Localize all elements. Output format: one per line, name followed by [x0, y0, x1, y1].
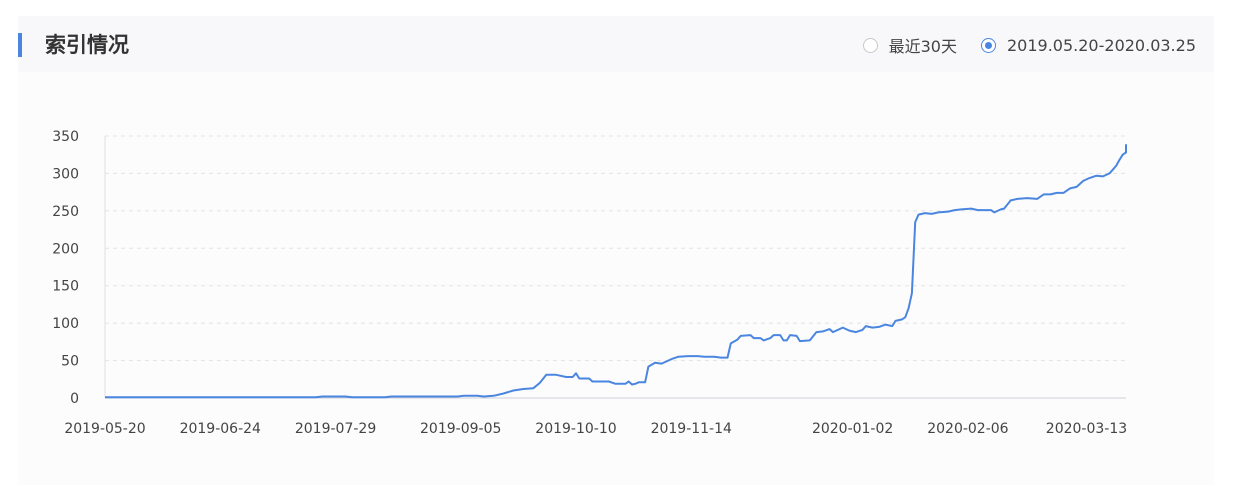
- panel-title: 索引情况: [45, 33, 129, 57]
- x-tick-label: 2020-03-13: [1046, 421, 1127, 437]
- y-tick-label: 150: [52, 279, 79, 295]
- x-tick-label: 2019-07-29: [295, 421, 376, 437]
- range-option-last-30-days[interactable]: 最近30天: [862, 33, 957, 57]
- index-line-chart: 0 50 100 150 200 250 300 350 2019-05-20 2019-06-…: [52, 129, 1127, 437]
- radio-unchecked-icon[interactable]: [862, 37, 878, 53]
- grid-lines: [105, 135, 1126, 362]
- range-option-custom-range[interactable]: 2019.05.20-2020.03.25: [981, 36, 1196, 55]
- x-tick-label: 2019-09-05: [420, 421, 501, 437]
- x-tick-label: 2019-10-10: [535, 421, 616, 437]
- y-axis: 0 50 100 150 200 250 300 350: [52, 129, 106, 407]
- range-option-label: 最近30天: [888, 37, 957, 56]
- panel-header: 索引情况 最近30天 2019.05.20-2020.03.25: [18, 16, 1214, 72]
- radio-checked-icon[interactable]: [981, 37, 996, 53]
- y-tick-label: 0: [70, 391, 79, 407]
- x-tick-label: 2020-01-02: [812, 421, 893, 437]
- x-axis: 2019-05-20 2019-06-24 2019-07-29 2019-09-05…: [64, 397, 1127, 437]
- series-layer: [105, 144, 1127, 399]
- y-tick-label: 350: [52, 129, 79, 145]
- title-accent-bar: [18, 33, 22, 57]
- y-tick-label: 250: [52, 204, 79, 220]
- y-tick-label: 300: [52, 166, 79, 182]
- y-tick-label: 50: [61, 354, 79, 370]
- x-tick-label: 2020-02-06: [927, 421, 1008, 437]
- range-option-label: 2019.05.20-2020.03.25: [1007, 35, 1196, 55]
- y-tick-label: 100: [52, 316, 79, 332]
- index-status-panel: 索引情况 最近30天 2019.05.20-2020.03.25 0 50 100 1…: [18, 16, 1214, 485]
- y-tick-label: 200: [52, 241, 79, 257]
- series-line: [105, 144, 1127, 399]
- x-tick-label: 2019-05-20: [64, 421, 145, 437]
- x-tick-label: 2019-11-14: [651, 421, 732, 437]
- date-range-options: 最近30天 2019.05.20-2020.03.25: [862, 32, 1196, 58]
- x-tick-label: 2019-06-24: [180, 421, 261, 437]
